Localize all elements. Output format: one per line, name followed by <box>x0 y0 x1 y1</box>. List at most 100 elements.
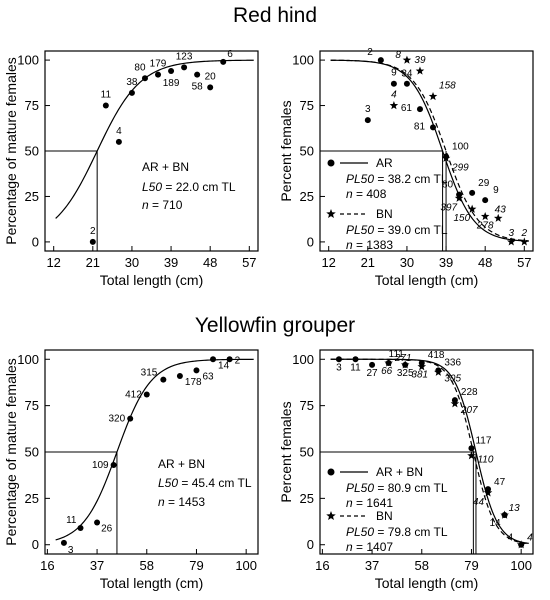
legend-stat: n = 1383 <box>346 238 393 252</box>
chart-yellowfin-females: 16 37 58 79 100 0 25 50 75 100 Total length (cm) Pe… <box>278 349 534 591</box>
data-point <box>207 84 214 91</box>
data-point <box>143 391 150 398</box>
data-point-bn <box>467 451 476 460</box>
data-point <box>168 68 175 74</box>
annotation: n = 1453 <box>158 495 205 509</box>
data-label: 80 <box>134 62 146 73</box>
data-point-bn <box>389 101 399 110</box>
data-label-bn: 4 <box>391 90 397 101</box>
legend-stat: PL50 = 38.2 cm TL <box>346 172 448 186</box>
y-tick-label: 0 <box>307 537 314 552</box>
legend-label: AR <box>376 156 393 170</box>
x-tick-label: 79 <box>189 558 203 573</box>
data-label-all: 228 <box>461 387 478 398</box>
legend-stat: n = 408 <box>346 187 387 201</box>
data-label-bn: 271 <box>394 353 412 364</box>
data-point-ar <box>416 106 423 113</box>
data-label-ar: 61 <box>401 103 413 114</box>
data-point-bn <box>441 153 451 162</box>
annotation: AR + BN <box>142 160 189 174</box>
data-label-ar: 29 <box>478 178 490 189</box>
data-point <box>89 238 96 245</box>
data-label-ar: 3 <box>365 104 371 115</box>
data-point <box>141 75 148 82</box>
x-tick-label: 30 <box>125 255 139 270</box>
legend-marker <box>327 468 335 476</box>
fit-curve-bn <box>330 59 529 242</box>
data-label: 63 <box>202 371 214 382</box>
data-label-ar: 100 <box>452 141 469 152</box>
data-point <box>176 372 183 379</box>
x-axis-label: Total length (cm) <box>375 272 478 288</box>
data-point-bn <box>493 213 503 222</box>
pl50-guide-all <box>320 451 477 554</box>
data-point-bn <box>434 367 443 376</box>
data-label: 315 <box>141 368 158 379</box>
legend-stat: n = 1641 <box>346 496 393 510</box>
data-point <box>127 415 134 422</box>
data-label: 14 <box>218 360 230 371</box>
data-label-ar: 9 <box>391 68 397 79</box>
data-label-bn: 381 <box>411 370 428 381</box>
data-label: 123 <box>176 51 193 62</box>
data-point-all <box>369 361 376 368</box>
data-label: 320 <box>109 414 126 425</box>
legend-stat: n = 1407 <box>346 540 393 554</box>
y-tick-label: 25 <box>300 189 314 204</box>
data-label-bn: 44 <box>473 497 485 508</box>
data-label: 2 <box>235 355 241 366</box>
x-tick-label: 16 <box>40 558 54 573</box>
annotation: L50 = 22.0 cm TL <box>142 180 236 194</box>
x-tick-label: 12 <box>46 255 60 270</box>
x-tick-label: 21 <box>361 255 375 270</box>
data-label-bn: 305 <box>444 373 461 384</box>
y-tick-label: 50 <box>25 445 39 460</box>
data-point-ar <box>430 124 437 131</box>
data-label-ar: 34 <box>401 69 413 80</box>
data-label-ar: 80 <box>442 180 454 191</box>
data-label-ar: 2 <box>367 47 373 58</box>
x-tick-label: 79 <box>464 558 478 573</box>
data-point-bn <box>428 91 438 101</box>
section-title-yellowfin-grouper: Yellowfin grouper <box>194 314 356 337</box>
data-label-bn: 13 <box>509 503 521 514</box>
data-label-bn: 150 <box>453 213 470 224</box>
data-label-all: 3 <box>336 362 342 373</box>
y-tick-label: 100 <box>17 352 39 367</box>
data-point-bn <box>480 211 490 221</box>
data-label-all: 14 <box>489 518 501 529</box>
data-point-ar <box>403 80 410 87</box>
data-point <box>102 102 109 109</box>
y-axis-label: Percentage of mature females <box>3 57 19 245</box>
data-label: 20 <box>205 71 217 82</box>
x-tick-label: 16 <box>315 558 329 573</box>
x-tick-label: 37 <box>90 558 104 573</box>
data-point-bn <box>500 510 509 519</box>
fit-curve <box>330 358 529 545</box>
x-tick-label: 57 <box>517 255 531 270</box>
y-tick-label: 0 <box>307 234 314 249</box>
annotation: n = 710 <box>142 198 183 212</box>
y-tick-label: 100 <box>292 352 314 367</box>
annotation: AR + BN <box>158 457 205 471</box>
data-label-bn: 207 <box>460 405 478 416</box>
data-label: 179 <box>150 59 167 70</box>
x-axis-label: Total length (cm) <box>375 575 478 591</box>
data-point-all <box>352 356 359 363</box>
data-label-all: 47 <box>494 477 506 488</box>
data-label-bn: 299 <box>451 162 469 173</box>
y-axis-label: Percentage of mature females <box>3 358 19 546</box>
data-point-bn <box>450 399 460 408</box>
legend-stat: PL50 = 39.0 cm TL <box>346 223 448 237</box>
x-tick-label: 100 <box>510 558 532 573</box>
data-label-bn: 110 <box>477 455 493 466</box>
pl50-guide-ar <box>320 150 444 251</box>
data-label: 58 <box>192 82 204 93</box>
x-axis-label: Total length (cm) <box>100 272 203 288</box>
chart-yellowfin-maturity: 16 37 58 79 100 0 25 50 75 100 Total length (cm) Pe… <box>3 349 259 591</box>
data-point <box>115 138 122 145</box>
x-axis-label: Total length (cm) <box>100 575 203 591</box>
data-label: 38 <box>126 77 138 88</box>
data-point-ar <box>364 117 371 124</box>
